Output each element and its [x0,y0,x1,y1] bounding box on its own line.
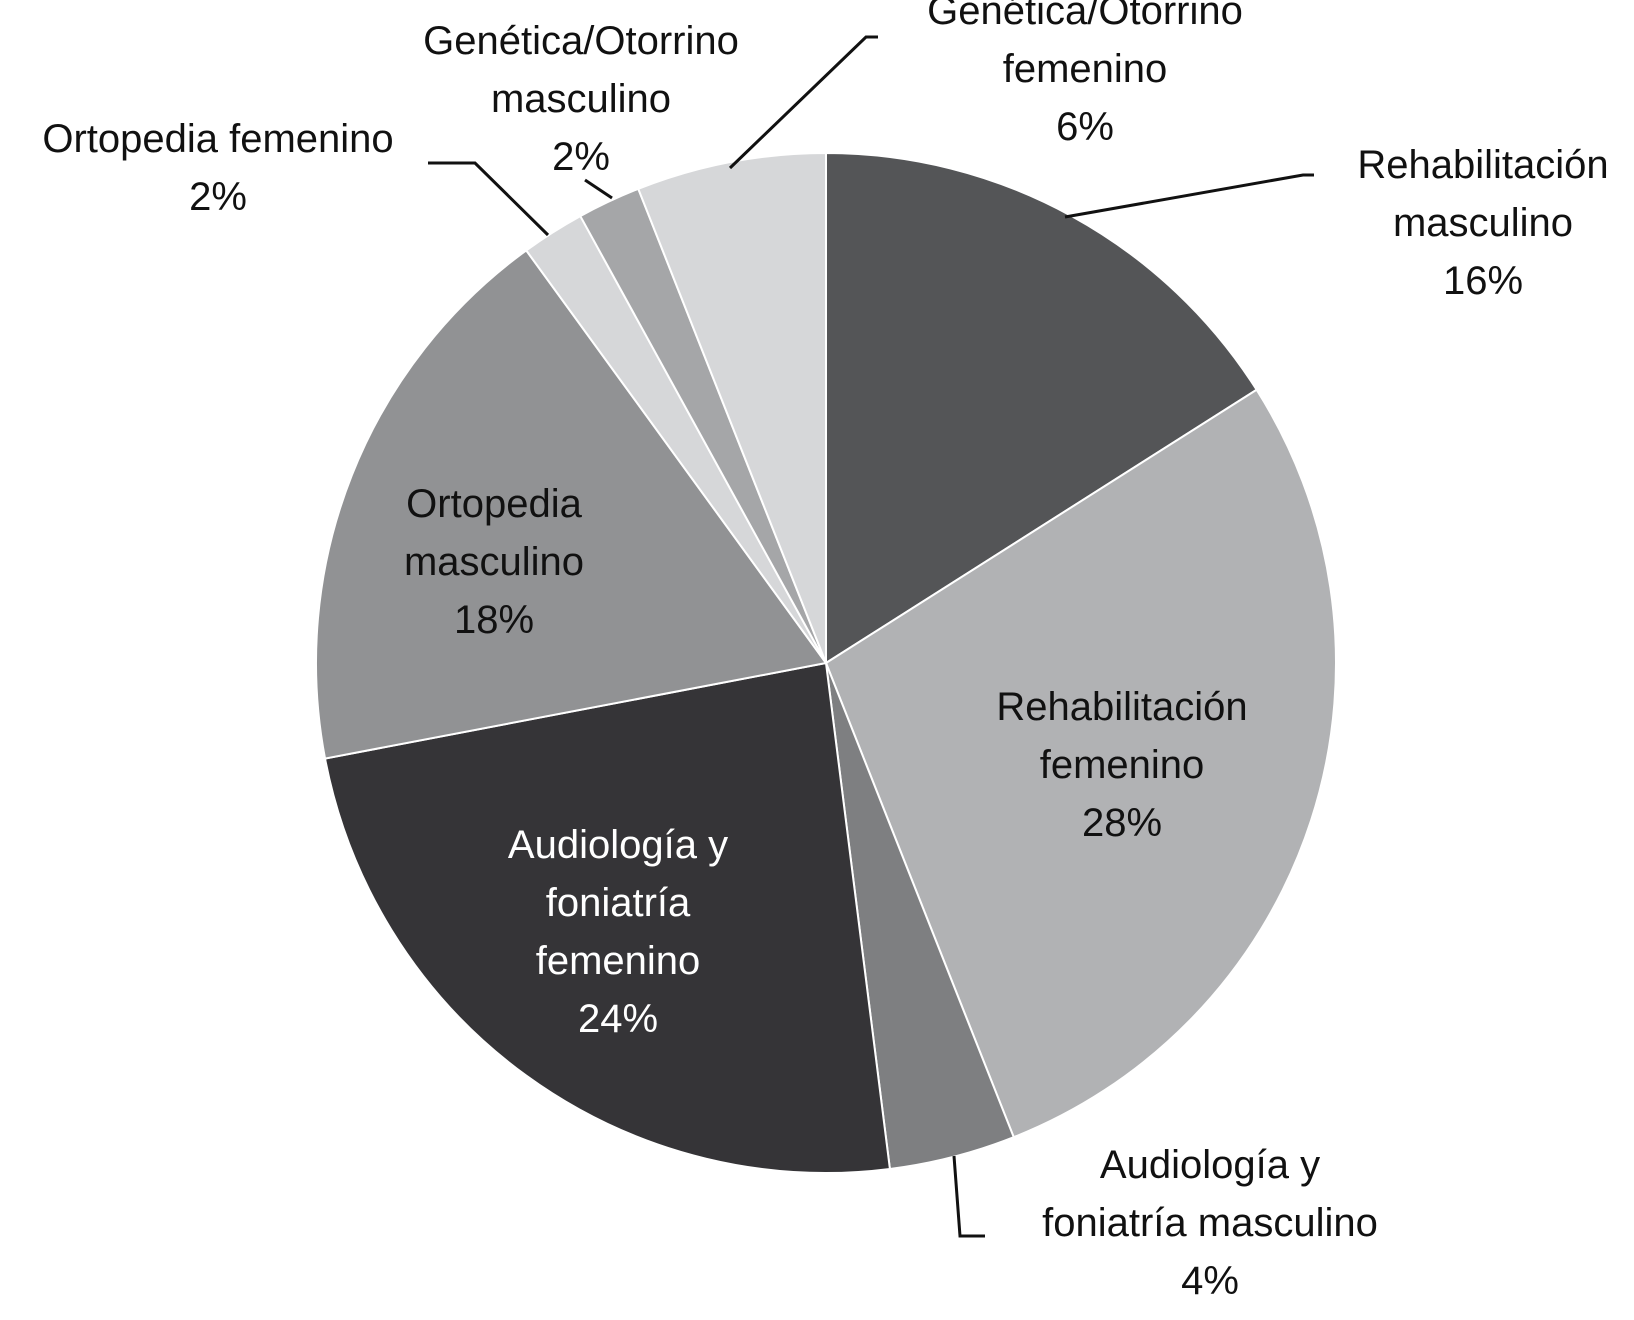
leader-line [952,1155,985,1238]
slice-name-label: Audiología y [508,823,728,867]
pie-slice [323,661,892,1174]
leader-lines-layer [428,35,1314,1238]
slice-label: Audiología y foniatría femenino 24% [508,823,728,1041]
pie-slice [315,249,828,760]
slice-name-label: Genética/Otorrino [423,19,739,63]
pie-slice [824,388,1337,1139]
slice-value-label: 2% [552,135,610,179]
slice-label: Genética/Otorrino femenino 6% [927,0,1243,149]
slice-name-label: Rehabilitación [996,685,1247,729]
slice-name-label: Ortopedia femenino [42,117,393,161]
pie-slice [636,151,827,664]
leader-line [584,178,613,200]
slice-value-label: 18% [454,598,534,642]
slice-value-label: 2% [189,175,247,219]
slice-name-label: foniatría [546,881,691,925]
slice-label: Rehabilitación femenino 28% [996,685,1247,845]
slice-name-label: Ortopedia [406,482,582,526]
slice-value-label: 28% [1082,801,1162,845]
slice-name-label: foniatría masculino [1042,1201,1378,1245]
slice-name-label: masculino [1393,201,1573,245]
labels-layer: Rehabilitación masculino 16%Rehabilitación… [42,0,1608,1303]
slice-label: Genética/Otorrino masculino 2% [423,19,739,179]
leader-line [1064,173,1314,219]
slice-label: Ortopedia femenino 2% [42,117,393,219]
slice-name-label: Audiología y [1100,1143,1320,1187]
slice-value-label: 16% [1443,259,1523,303]
slice-value-label: 6% [1056,105,1114,149]
slice-value-label: 4% [1181,1259,1239,1303]
slice-label: Rehabilitación masculino 16% [1357,143,1608,303]
slices-layer [315,151,1337,1174]
slice-name-label: masculino [491,77,671,121]
slice-value-label: 24% [578,997,658,1041]
slice-name-label: femenino [1040,743,1205,787]
slice-label: Ortopedia masculino 18% [404,482,584,642]
slice-name-label: Rehabilitación [1357,143,1608,187]
leader-line [728,35,878,170]
slice-name-label: Genética/Otorrino [927,0,1243,33]
slice-name-label: masculino [404,540,584,584]
leader-line [428,161,550,237]
slice-name-label: femenino [1003,47,1168,91]
slice-name-label: femenino [536,939,701,983]
slice-label: Audiología y foniatría masculino 4% [1042,1143,1378,1303]
